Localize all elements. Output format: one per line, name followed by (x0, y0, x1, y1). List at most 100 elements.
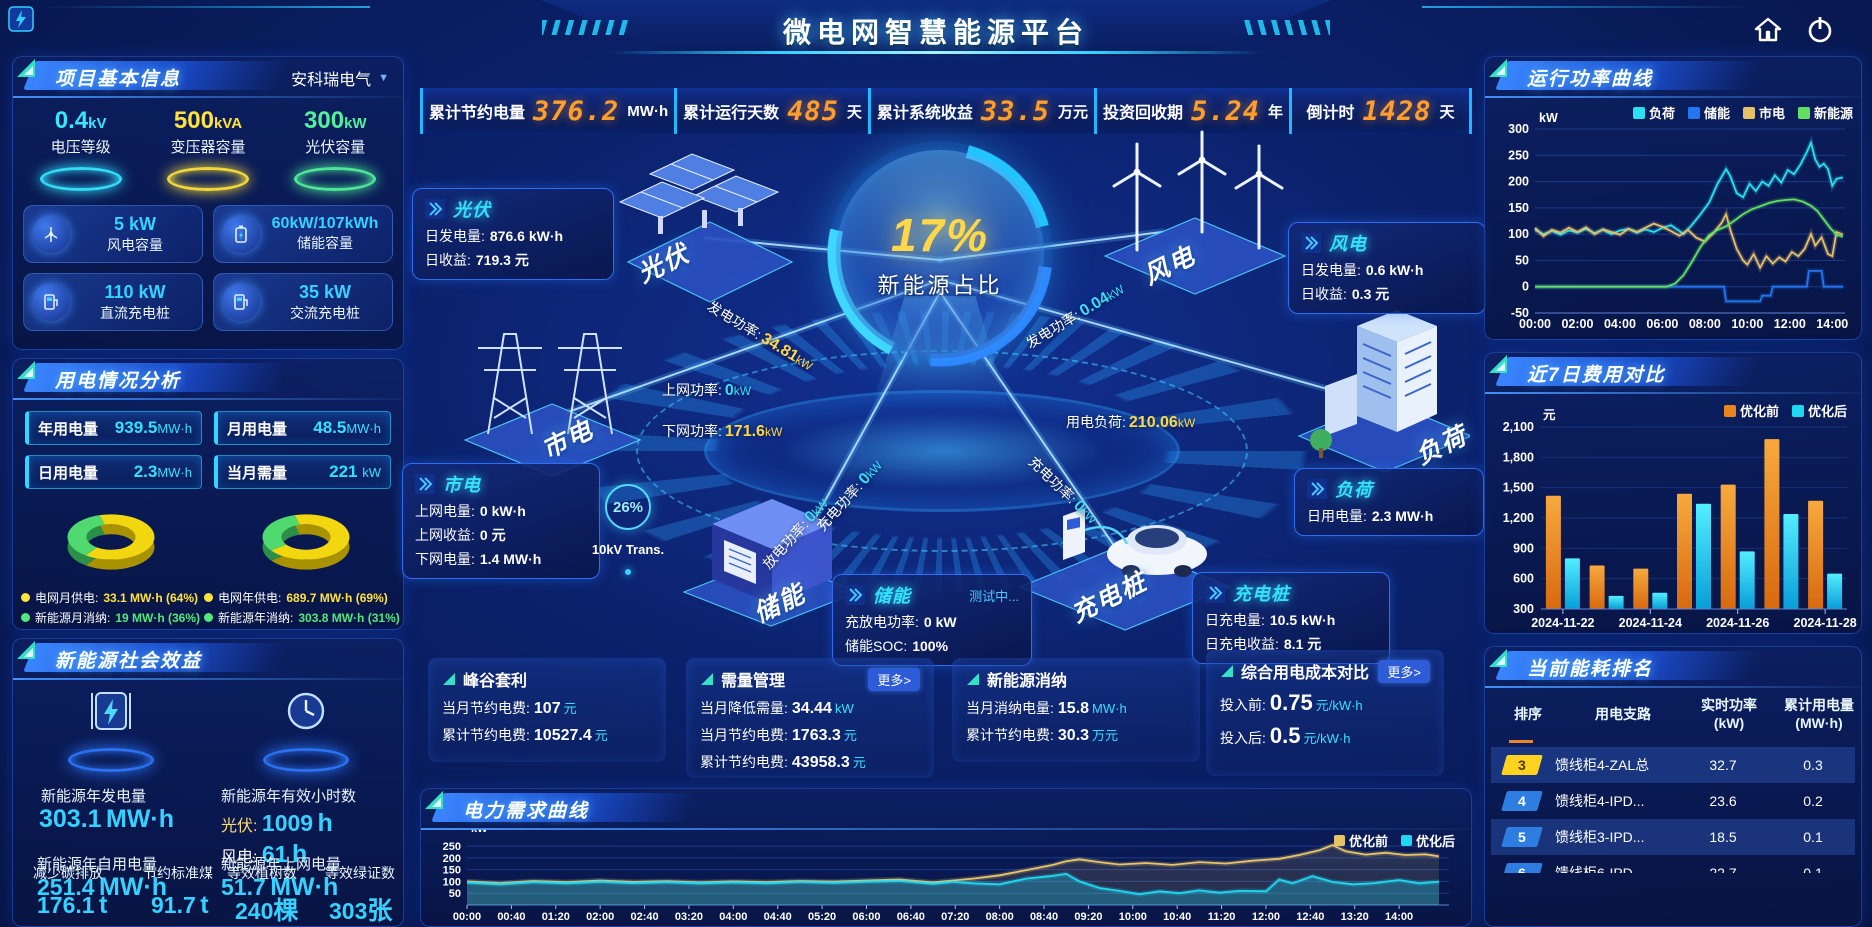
hub-core: 17% 新能源占比 (836, 150, 1044, 358)
cert-label: 等效绿证数 (325, 865, 395, 881)
svg-text:14:00: 14:00 (1385, 911, 1413, 923)
page-title: 微电网智慧能源平台 (782, 17, 1089, 48)
chip-day-usage: 日用电量 2.3MW·h (25, 455, 202, 489)
hours-label: 新能源年有效小时数 (221, 788, 357, 805)
cost-compare-chart: 2,100 1,800 1,500 1,200 900 600 300 元 2024-11-22… (1503, 408, 1857, 630)
co2-value: 176.1 t (37, 891, 108, 919)
legend-grid-month: 电网月供电: 33.1 MW·h (64%) (21, 589, 200, 606)
demand-chart-legend: 优化前 优化后 (1321, 831, 1455, 850)
stat-label: 累计节约电量 (429, 105, 526, 122)
battery-icon (222, 215, 260, 253)
clock-icon (287, 692, 324, 730)
panel-corner-icon (17, 59, 35, 77)
legend-item[interactable]: 优化前 (1333, 831, 1388, 850)
legend-grid-year: 电网年供电: 689.7 MW·h (69%) (204, 589, 400, 606)
svg-text:03:20: 03:20 (675, 911, 703, 923)
legend-item[interactable]: 市电 (1742, 103, 1785, 122)
svg-text:1,500: 1,500 (1503, 481, 1534, 495)
panel-title: 当前能耗排名 (1527, 659, 1654, 680)
svg-text:0: 0 (1522, 280, 1529, 294)
lightning-panel-icon (90, 692, 131, 730)
svg-text:11:20: 11:20 (1208, 911, 1236, 923)
rank-badge: 5 (1501, 827, 1543, 847)
svg-text:04:00: 04:00 (1604, 317, 1636, 331)
svg-text:10:00: 10:00 (1119, 911, 1147, 923)
panel-demand-curve: 电力需求曲线 优化前 优化后 250 200 150 100 50 kW 00:00 00:40… (420, 788, 1472, 927)
power-icon[interactable] (1804, 14, 1836, 46)
home-icon[interactable] (1752, 14, 1784, 46)
ac-charger-icon (222, 283, 260, 321)
svg-text:06:40: 06:40 (897, 911, 925, 923)
capacity-pedestals: 0.4kV 电压等级 500kVA 变压器容量 300kW 光伏容量 (13, 95, 403, 191)
header-decor-line-right (1422, 6, 1752, 8)
chevrons-icon (1307, 479, 1327, 499)
legend-item[interactable]: 负荷 (1632, 103, 1675, 122)
table-row[interactable]: 3 馈线柜4-ZAL总 32.7 0.3 (1491, 747, 1855, 783)
wind-hours: 风电: 61 h (221, 840, 308, 868)
legend-newenergy-year: 新能源年消纳: 303.8 MW·h (31%) (204, 609, 400, 626)
more-button[interactable]: 更多> (1378, 659, 1430, 683)
svg-text:00:00: 00:00 (1519, 317, 1551, 331)
chevron-down-icon: ▼ (378, 72, 389, 84)
stat-payback-period: 投资回收期 5.24 年 (1093, 88, 1289, 134)
wind-turbine-icon (32, 215, 70, 253)
svg-text:150: 150 (443, 865, 461, 877)
capacity-wind: 5 kW 风电容量 (23, 205, 203, 263)
new-energy-ratio-hub: 17% 新能源占比 (812, 126, 1068, 382)
header-decor-line-left (40, 6, 370, 8)
stat-label: 投资回收期 (1102, 105, 1183, 122)
donut-legends: 电网月供电: 33.1 MW·h (64%) 电网年供电: 689.7 MW·h (… (13, 587, 403, 626)
company-select[interactable]: 安科瑞电气 ▼ (291, 66, 389, 90)
svg-text:01:20: 01:20 (542, 911, 570, 923)
stat-unit: 天 (846, 103, 862, 121)
svg-text:06:00: 06:00 (1646, 317, 1678, 331)
svg-text:02:00: 02:00 (1561, 317, 1593, 331)
table-row[interactable]: 4 馈线柜4-IPD... 23.6 0.2 (1491, 783, 1855, 819)
flow-pv-power: 发电功率:34.81kW (704, 297, 816, 374)
capacity-storage: 60kW/107kWh 储能容量 (213, 205, 393, 263)
cert-value: 303张 (329, 897, 393, 925)
svg-text:07:20: 07:20 (941, 911, 969, 923)
chip-year-usage: 年用电量 939.5MW·h (25, 411, 202, 445)
panel-corner-icon (17, 641, 35, 659)
table-row[interactable]: 5 馈线柜3-IPD... 18.5 0.1 (1491, 819, 1855, 855)
tree-label: 等效植树数 (227, 865, 297, 881)
svg-text:250: 250 (1508, 148, 1529, 162)
pedestal-ring (262, 748, 349, 772)
pedestal-voltage: 0.4kV 电压等级 (21, 107, 141, 191)
gen-value: 303.1 MW·h (39, 805, 175, 833)
svg-text:900: 900 (1513, 541, 1534, 555)
card-new-energy-consumption: 新能源消纳 当月消纳电量: 15.8 MW·h 累计节约电费: 30.3 万元 (952, 658, 1200, 762)
svg-text:09:20: 09:20 (1074, 911, 1102, 923)
flow-grid-export: 上网功率: 0kW (662, 382, 752, 399)
svg-text:08:00: 08:00 (986, 911, 1014, 923)
self-use-label: 新能源年自用电量 (37, 856, 158, 873)
legend-item[interactable]: 优化后 (1400, 831, 1455, 850)
panel-header-underline (421, 828, 1471, 830)
panel-header-underline (1485, 96, 1861, 98)
svg-text:2024-11-24: 2024-11-24 (1619, 616, 1682, 630)
legend-item[interactable]: 新能源 (1797, 103, 1853, 122)
svg-text:2024-11-26: 2024-11-26 (1706, 616, 1769, 630)
month-supply-donut-chart (67, 514, 154, 570)
panel-title: 新能源社会效益 (55, 651, 203, 672)
svg-text:12:40: 12:40 (1296, 911, 1324, 923)
ranking-table-header: 排序 用电支路 实时功率 (kW) 累计用电量 (MW·h) (1514, 697, 1854, 731)
table-row[interactable]: 6 馈线柜6-IPD 22.7 0.1 (1491, 855, 1855, 873)
more-button[interactable]: 更多> (868, 667, 920, 691)
svg-text:150: 150 (1508, 201, 1529, 215)
legend-item[interactable]: 优化前 (1723, 401, 1779, 420)
banner-glow (609, 51, 1263, 54)
dc-charger-icon (32, 283, 70, 321)
panel-header-underline (13, 96, 403, 98)
svg-text:50: 50 (449, 888, 461, 900)
legend-item[interactable]: 储能 (1687, 103, 1730, 122)
company-select-value: 安科瑞电气 (291, 72, 372, 89)
usage-chips: 年用电量 939.5MW·h 月用电量 48.5MW·h 日用电量 2.3MW·… (13, 397, 403, 489)
panel-power-curve: 运行功率曲线 负荷 储能 市电 新能源 300 250 200 150 100 50 0 -50 kW… (1484, 56, 1862, 340)
legend-item[interactable]: 优化后 (1791, 401, 1847, 420)
capacity-dc-charger: 110 kW 直流充电桩 (23, 273, 203, 331)
stat-saved-energy: 累计节约电量 376.2 MW·h (420, 88, 674, 134)
svg-text:04:40: 04:40 (764, 911, 792, 923)
pv-node-label: 光伏 (633, 239, 695, 289)
